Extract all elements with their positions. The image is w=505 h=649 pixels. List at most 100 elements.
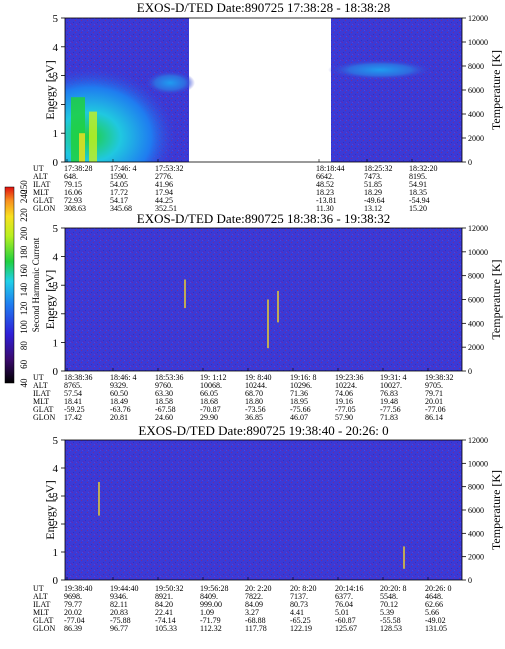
spectrogram-panel-2: EXOS-D/TED Date:890725 18:38:36 - 19:38:… <box>33 211 503 422</box>
orbit-table-cell: 72.93 <box>64 196 82 205</box>
orbit-table-cell: 57.90 <box>335 413 353 422</box>
y2-tick-label: 10000 <box>468 459 488 468</box>
orbit-table-cell: 20:20: 8 <box>380 584 406 593</box>
orbit-table-cell: 46.07 <box>290 413 308 422</box>
orbit-table-cell: 18.29 <box>364 188 382 197</box>
orbit-table-cell: 18.68 <box>200 397 218 406</box>
orbit-table-cell: -71.79 <box>200 616 221 625</box>
orbit-table-cell: 10224. <box>335 381 357 390</box>
orbit-table-cell: 76.83 <box>380 389 398 398</box>
orbit-row-label: MLT <box>33 397 49 406</box>
orbit-table-cell: 19.16 <box>335 397 353 406</box>
orbit-row-label: ILAT <box>33 389 50 398</box>
orbit-table-cell: 9329. <box>110 381 128 390</box>
orbit-table-cell: 9346. <box>110 592 128 601</box>
orbit-table-cell: 54.17 <box>110 196 128 205</box>
y-tick-label: 5 <box>53 223 59 235</box>
y2-tick-label: 6000 <box>468 296 484 305</box>
y-axis-label: Energy [eV] <box>43 270 57 329</box>
y2-tick-label: 4000 <box>468 319 484 328</box>
orbit-table-cell: 105.33 <box>155 624 177 633</box>
orbit-table-cell: 62.66 <box>425 600 443 609</box>
orbit-table-cell: 18.58 <box>155 397 173 406</box>
orbit-table-cell: 18.23 <box>316 188 334 197</box>
orbit-table-cell: 3.27 <box>245 608 259 617</box>
orbit-table-cell: 20: 2:20 <box>245 584 271 593</box>
spectrogram-image <box>65 440 462 580</box>
panel-title: EXOS-D/TED Date:890725 17:38:28 - 18:38:… <box>137 0 390 15</box>
orbit-row-label: UT <box>33 373 44 382</box>
orbit-table-cell: 70.12 <box>380 600 398 609</box>
orbit-table-cell: 17.42 <box>64 413 82 422</box>
orbit-table-cell: 10068. <box>200 381 222 390</box>
orbit-table-cell: 17:38:28 <box>64 164 92 173</box>
orbit-table-cell: -77.06 <box>425 405 446 414</box>
y2-tick-label: 2000 <box>468 343 484 352</box>
y2-axis-label: Temperature [K] <box>489 50 503 130</box>
orbit-table-cell: 76.04 <box>335 600 353 609</box>
orbit-table-cell: -49.02 <box>425 616 446 625</box>
orbit-table-cell: 345.68 <box>110 204 132 213</box>
orbit-table-cell: 74.06 <box>335 389 353 398</box>
orbit-row-label: ILAT <box>33 600 50 609</box>
orbit-table-cell: 2776. <box>155 172 173 181</box>
orbit-table-cell: 20:14:16 <box>335 584 363 593</box>
orbit-table-cell: 82.11 <box>110 600 128 609</box>
y-tick-label: 4 <box>53 252 59 264</box>
colorbar-tick-label: 140 <box>19 282 29 296</box>
orbit-table-cell: 11.30 <box>316 204 334 213</box>
y2-tick-label: 2000 <box>468 134 484 143</box>
orbit-table-cell: -77.05 <box>335 405 356 414</box>
orbit-table: UTALTILATMLTGLATGLON19:38:409698.79.7720… <box>33 577 451 633</box>
orbit-table-cell: -49.64 <box>364 196 385 205</box>
orbit-table-cell: -13.81 <box>316 196 337 205</box>
orbit-table-cell: -68.88 <box>245 616 266 625</box>
orbit-table-cell: 10027. <box>380 381 402 390</box>
orbit-table-cell: 7822. <box>245 592 263 601</box>
orbit-table-cell: -77.56 <box>380 405 401 414</box>
y2-axis-label: Temperature [K] <box>489 259 503 339</box>
y2-tick-label: 0 <box>468 367 472 376</box>
orbit-table-cell: 13.12 <box>364 204 382 213</box>
orbit-row-label: ALT <box>33 381 48 390</box>
orbit-table-cell: 4648. <box>425 592 443 601</box>
orbit-table-cell: 63.30 <box>155 389 173 398</box>
y2-tick-label: 6000 <box>468 506 484 515</box>
y2-tick-label: 8000 <box>468 272 484 281</box>
colorbar-tick-label: 200 <box>19 226 29 240</box>
orbit-table-cell: 20.01 <box>425 397 443 406</box>
orbit-table-cell: 44.25 <box>155 196 173 205</box>
orbit-table-cell: 308.63 <box>64 204 86 213</box>
orbit-table-cell: -73.56 <box>245 405 266 414</box>
orbit-table-cell: 131.05 <box>425 624 447 633</box>
orbit-table-cell: -77.04 <box>64 616 85 625</box>
orbit-table-cell: 54.91 <box>409 180 427 189</box>
energy-band <box>145 70 195 95</box>
y-axis-label: Energy [eV] <box>43 480 57 539</box>
orbit-table-cell: 9705. <box>425 381 443 390</box>
orbit-table-cell: 5548. <box>380 592 398 601</box>
orbit-table-cell: 648. <box>64 172 78 181</box>
low-energy-streak <box>79 133 85 162</box>
orbit-table-cell: 5.39 <box>380 608 394 617</box>
orbit-row-label: ILAT <box>33 180 50 189</box>
y2-tick-label: 8000 <box>468 62 484 71</box>
orbit-table-cell: -55.58 <box>380 616 401 625</box>
orbit-table-cell: 19:23:36 <box>335 373 363 382</box>
orbit-table-cell: -74.14 <box>155 616 176 625</box>
data-gap <box>189 18 331 162</box>
orbit-table-cell: 19: 8:40 <box>245 373 271 382</box>
orbit-table-cell: 18:46: 4 <box>110 373 136 382</box>
colorbar-label: Second Harmonic Current <box>31 237 41 332</box>
orbit-row-label: GLAT <box>33 405 54 414</box>
y-tick-label: 1 <box>53 547 59 559</box>
orbit-table-cell: 20.02 <box>64 608 82 617</box>
orbit-table-cell: -75.66 <box>290 405 311 414</box>
orbit-table-cell: 19:56:28 <box>200 584 228 593</box>
panel-title: EXOS-D/TED Date:890725 19:38:40 - 20:26:… <box>138 423 388 438</box>
y2-tick-label: 8000 <box>468 483 484 492</box>
y-tick-label: 5 <box>53 13 59 25</box>
orbit-table-cell: 54.05 <box>110 180 128 189</box>
orbit-table-cell: 7137. <box>290 592 308 601</box>
orbit-table-cell: 18:25:32 <box>364 164 392 173</box>
